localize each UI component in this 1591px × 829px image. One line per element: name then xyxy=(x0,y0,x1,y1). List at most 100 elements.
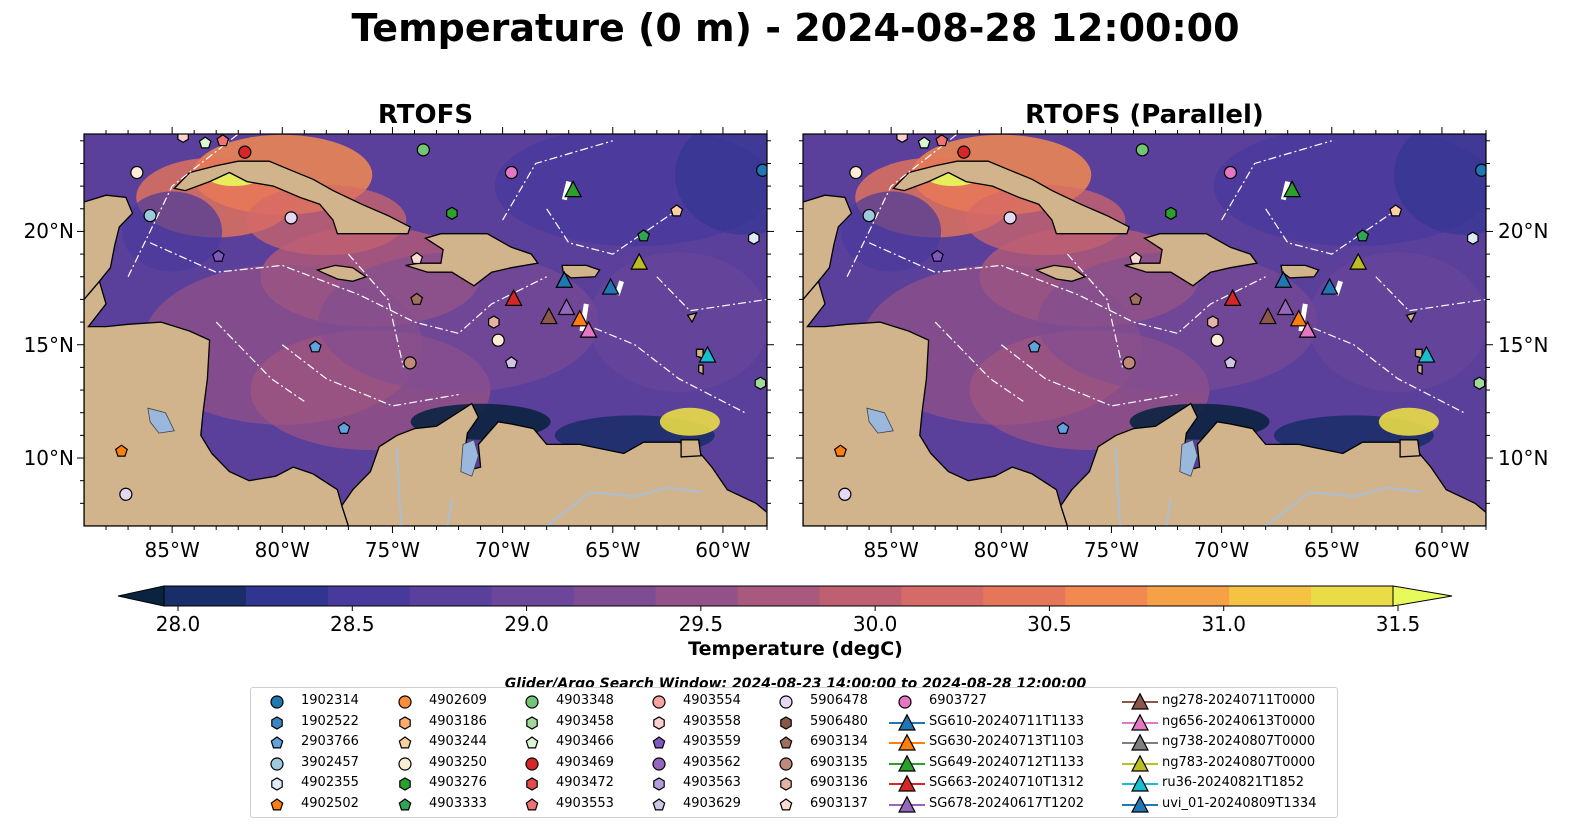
legend-marker xyxy=(526,715,538,730)
legend-marker xyxy=(398,798,412,811)
legend-marker xyxy=(271,777,283,792)
float-marker xyxy=(935,134,949,147)
float-marker xyxy=(416,143,430,157)
glider-marker xyxy=(1417,345,1436,363)
colorbar-tick-label: 30.0 xyxy=(852,612,898,636)
float-marker xyxy=(1223,356,1237,369)
legend-marker xyxy=(525,736,539,749)
float-marker xyxy=(504,356,518,369)
legend-label: SG649-20240712T1133 xyxy=(929,754,1085,770)
glider-marker xyxy=(1276,297,1295,316)
legend-label: 1902314 xyxy=(301,693,359,708)
legend-marker xyxy=(898,774,916,792)
legend-marker xyxy=(270,695,284,709)
float-marker xyxy=(1135,143,1149,157)
legend-label: 2903766 xyxy=(301,734,359,750)
float-marker xyxy=(1129,292,1143,305)
float-marker xyxy=(114,444,128,457)
legend-marker xyxy=(779,695,793,709)
float-marker xyxy=(308,340,322,353)
colorbar-tick-label: 31.5 xyxy=(1375,612,1421,636)
legend-label: SG630-20240713T1103 xyxy=(929,734,1085,750)
legend-marker xyxy=(780,715,792,730)
legend-marker xyxy=(270,757,284,771)
float-marker xyxy=(637,229,651,242)
float-marker xyxy=(284,211,298,225)
glider-marker xyxy=(539,307,558,325)
glider-marker xyxy=(1258,307,1277,325)
colorbar-segment xyxy=(164,586,247,606)
float-marker xyxy=(957,145,971,159)
float-marker xyxy=(930,249,944,262)
colorbar-segment xyxy=(1065,586,1148,606)
float-marker xyxy=(504,165,519,180)
legend-label: 5906480 xyxy=(810,713,868,729)
legend-label: 4903559 xyxy=(683,734,741,750)
legend-marker xyxy=(652,736,666,749)
legend-marker xyxy=(779,736,793,749)
float-marker xyxy=(1165,206,1177,220)
glider-marker xyxy=(1298,320,1317,338)
glider-marker xyxy=(601,277,620,295)
legend-label: 4903558 xyxy=(683,713,741,729)
float-marker xyxy=(1056,421,1070,434)
float-marker xyxy=(755,163,767,177)
float-marker xyxy=(177,134,189,143)
glider-marker xyxy=(1289,309,1308,327)
float-marker xyxy=(410,292,424,305)
legend-marker xyxy=(780,777,792,792)
legend-marker xyxy=(779,757,793,771)
legend-marker xyxy=(779,798,793,811)
glider-marker xyxy=(579,320,598,338)
legend-marker xyxy=(399,715,411,730)
colorbar-tick-label: 29.5 xyxy=(678,612,724,636)
legend: 1902314 1902522 2903766 3902457 4902355 49025… xyxy=(250,687,1338,818)
glider-marker xyxy=(630,252,649,270)
colorbar-tick-label: 29.0 xyxy=(504,612,549,636)
legend-label: 4903466 xyxy=(556,734,614,750)
legend-marker xyxy=(898,733,916,751)
float-marker xyxy=(1356,229,1370,242)
legend-label: 4903469 xyxy=(556,754,614,770)
float-marker xyxy=(917,136,931,149)
legend-label: ng783-20240807T0000 xyxy=(1162,754,1316,770)
float-marker xyxy=(337,421,351,434)
colorbar-tick-label: 30.5 xyxy=(1027,612,1072,636)
legend-marker xyxy=(652,798,666,811)
legend-marker xyxy=(270,798,284,811)
legend-label: 6903134 xyxy=(810,734,868,750)
float-marker xyxy=(1467,231,1479,245)
legend-marker xyxy=(525,695,539,709)
float-marker xyxy=(143,208,157,223)
legend-marker xyxy=(652,757,666,771)
glider-marker xyxy=(570,309,589,327)
glider-marker xyxy=(1320,277,1339,295)
legend-marker xyxy=(1131,754,1149,772)
float-marker xyxy=(119,487,133,501)
colorbar-segment xyxy=(245,586,329,606)
legend-label: ru36-20240821T1852 xyxy=(1162,775,1305,791)
legend-label: SG678-20240617T1202 xyxy=(929,796,1085,811)
legend-marker xyxy=(398,695,412,709)
colorbar-extend-low xyxy=(117,585,165,607)
float-marker xyxy=(488,315,500,329)
float-marker xyxy=(849,165,863,180)
float-marker xyxy=(211,249,225,262)
colorbar-tick-label: 28.5 xyxy=(330,612,375,636)
legend-marker xyxy=(1131,774,1149,792)
legend-marker xyxy=(1131,795,1149,813)
legend-marker xyxy=(398,736,412,749)
float-marker xyxy=(1207,315,1219,329)
float-marker xyxy=(670,204,684,217)
float-marker xyxy=(1223,165,1238,180)
colorbar-segment xyxy=(819,586,902,606)
float-marker xyxy=(238,145,252,159)
float-marker xyxy=(410,251,424,265)
glider-marker xyxy=(698,345,717,363)
float-marker xyxy=(1027,340,1041,353)
float-marker xyxy=(403,356,417,370)
float-marker xyxy=(754,376,767,390)
colorbar-ticks: 28.0 28.5 29.0 29.5 30.0 30.5 31.0 31.5 xyxy=(0,612,1591,636)
legend-label: 4903553 xyxy=(556,796,614,811)
legend-label: 4903186 xyxy=(429,713,487,729)
